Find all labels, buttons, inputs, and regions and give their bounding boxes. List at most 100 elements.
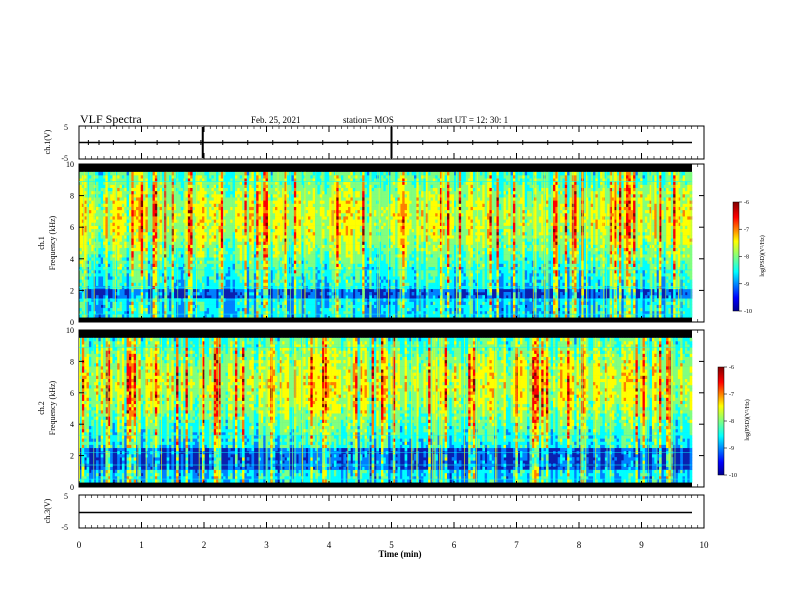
spectrogram-cell xyxy=(249,305,252,308)
spectrogram-cell xyxy=(266,273,269,276)
spectrogram-cell xyxy=(325,222,328,225)
spectrogram-cell xyxy=(261,257,264,260)
spectrogram-cell xyxy=(110,210,113,213)
spectrogram-cell xyxy=(299,229,302,232)
spectrogram-cell xyxy=(299,264,302,267)
spectrogram-cell xyxy=(136,188,139,191)
spectrogram-cell xyxy=(174,248,177,251)
spectrogram-cell xyxy=(235,194,238,197)
spectrogram-cell xyxy=(112,279,115,282)
spectrogram-cell xyxy=(193,232,196,235)
spectrogram-cell xyxy=(122,273,125,276)
spectrogram-cell xyxy=(197,264,200,267)
spectrogram-cell xyxy=(306,264,309,267)
spectrogram-cell xyxy=(310,219,313,222)
spectrogram-cell xyxy=(244,216,247,219)
spectrogram-cell xyxy=(145,270,148,273)
spectrogram-cell xyxy=(261,229,264,232)
spectrogram-cell xyxy=(240,260,243,263)
spectrogram-cell xyxy=(336,245,339,248)
spectrogram-cell xyxy=(228,245,231,248)
spectrogram-cell xyxy=(108,245,111,248)
spectrogram-cell xyxy=(207,235,210,238)
spectrogram-cell xyxy=(230,273,233,276)
spectrogram-cell xyxy=(244,229,247,232)
spectrogram-cell xyxy=(228,175,231,178)
spectrogram-cell xyxy=(110,260,113,263)
spectrogram-cell xyxy=(190,232,193,235)
spectrogram-cell xyxy=(193,213,196,216)
spectrogram-cell xyxy=(339,305,342,308)
spectrogram-cell xyxy=(296,301,299,304)
spectrogram-cell xyxy=(209,301,212,304)
spectrogram-cell xyxy=(299,175,302,178)
spectrogram-cell xyxy=(280,270,283,273)
spectrogram-cell xyxy=(131,308,134,311)
spectrogram-cell xyxy=(237,308,240,311)
spectrogram-cell xyxy=(263,188,266,191)
spectrogram-cell xyxy=(138,283,141,286)
spectrogram-cell xyxy=(141,207,144,210)
spectrogram-cell xyxy=(244,207,247,210)
spectrogram-cell xyxy=(138,292,141,295)
spectrogram-cell xyxy=(237,279,240,282)
spectrogram-cell xyxy=(226,172,229,175)
spectrogram-cell xyxy=(91,191,94,194)
spectrogram-cell xyxy=(204,213,207,216)
spectrogram-cell xyxy=(322,264,325,267)
spectrogram-cell xyxy=(122,213,125,216)
spectrogram-cell xyxy=(141,283,144,286)
spectrogram-cell xyxy=(162,185,165,188)
spectrogram-cell xyxy=(322,222,325,225)
spectrogram-cell xyxy=(108,238,111,241)
spectrogram-cell xyxy=(244,301,247,304)
spectrogram-cell xyxy=(240,301,243,304)
spectrogram-cell xyxy=(169,289,172,292)
spectrogram-cell xyxy=(155,181,158,184)
spectrogram-cell xyxy=(235,273,238,276)
spectrogram-cell xyxy=(202,273,205,276)
spectrogram-cell xyxy=(89,314,92,317)
spectrogram-cell xyxy=(211,254,214,257)
spectrogram-cell xyxy=(193,229,196,232)
spectrogram-cell xyxy=(148,232,151,235)
spectrogram-cell xyxy=(237,207,240,210)
spectrogram-cell xyxy=(339,188,342,191)
spectrogram-cell xyxy=(317,279,320,282)
spectrogram-cell xyxy=(325,226,328,229)
spectrogram-cell xyxy=(263,279,266,282)
spectrogram-cell xyxy=(207,216,210,219)
spectrogram-cell xyxy=(143,216,146,219)
spectrogram-cell xyxy=(308,270,311,273)
spectrogram-cell xyxy=(108,301,111,304)
spectrogram-cell xyxy=(162,229,165,232)
spectrogram-cell xyxy=(287,185,290,188)
spectrogram-cell xyxy=(202,213,205,216)
spectrogram-cell xyxy=(218,264,221,267)
spectrogram-cell xyxy=(120,279,123,282)
spectrogram-cell xyxy=(235,314,238,317)
spectrogram-cell xyxy=(244,222,247,225)
spectrogram-cell xyxy=(197,254,200,257)
spectrogram-cell xyxy=(228,314,231,317)
spectrogram-cell xyxy=(261,308,264,311)
spectrogram-cell xyxy=(251,305,254,308)
spectrogram-cell xyxy=(317,308,320,311)
spectrogram-cell xyxy=(242,279,245,282)
spectrogram-cell xyxy=(280,305,283,308)
spectrogram-cell xyxy=(193,210,196,213)
spectrogram-cell xyxy=(209,273,212,276)
spectrogram-cell xyxy=(89,204,92,207)
spectrogram-cell xyxy=(138,289,141,292)
spectrogram-cell xyxy=(162,279,165,282)
spectrogram-cell xyxy=(247,251,250,254)
spectrogram-cell xyxy=(207,292,210,295)
spectrogram-cell xyxy=(313,197,316,200)
spectrogram-cell xyxy=(148,226,151,229)
spectrogram-cell xyxy=(251,222,254,225)
spectrogram-cell xyxy=(183,185,186,188)
spectrogram-cell xyxy=(117,222,120,225)
spectrogram-cell xyxy=(112,270,115,273)
spectrogram-cell xyxy=(138,270,141,273)
